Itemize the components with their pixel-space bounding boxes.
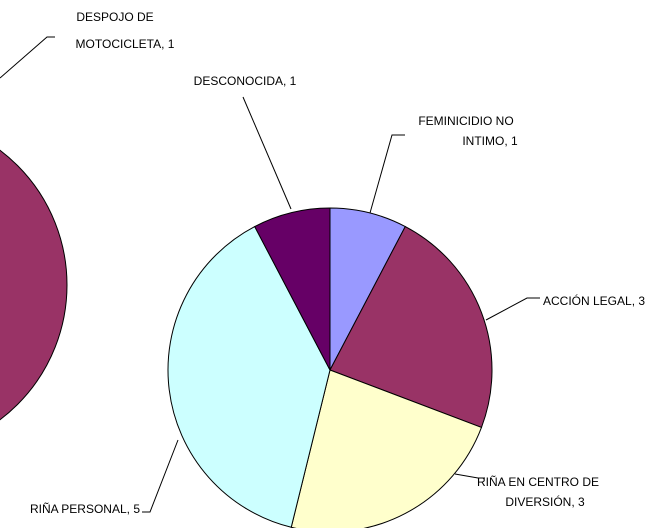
pie-slice [329,225,493,429]
slice-label: RIÑA EN CENTRO DE [477,475,599,489]
pie-slice [254,207,331,371]
leader-line [0,36,55,79]
slice-label: RIÑA PERSONAL, 5 [30,502,140,516]
slice-label: DIVERSIÓN, 3 [505,494,585,509]
pie-slice [290,369,483,528]
leader-line [142,439,179,513]
pie-slice [0,149,68,421]
slice-label: DESPOJO DE [76,10,153,24]
slice-label: INTIMO, 1 [462,134,518,148]
leader-line [369,134,405,214]
slice-label: ACCIÓN LEGAL, 3 [543,293,645,308]
leader-line [485,297,540,321]
slice-label: MOTOCICLETA, 1 [76,37,175,51]
pie-slice [167,225,331,528]
leader-line [454,473,485,479]
leader-line [242,96,292,210]
slice-label: FEMINICIDIO NO [418,114,513,128]
slice-label: DESCONOCIDA, 1 [194,74,297,88]
